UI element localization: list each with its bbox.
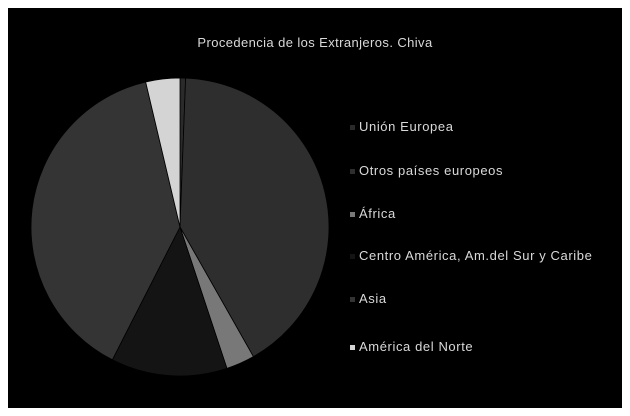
legend-label: Unión Europea (359, 119, 454, 134)
chart-area: Procedencia de los Extranjeros. Chiva Un… (8, 8, 622, 408)
legend-swatch (350, 345, 355, 350)
legend-label: Centro América, Am.del Sur y Caribe (359, 248, 593, 263)
legend-swatch (350, 297, 355, 302)
legend-item-africa: África (350, 206, 620, 221)
legend-label: América del Norte (359, 339, 474, 354)
legend-label: África (359, 206, 396, 221)
pie-slice-asia (30, 81, 181, 361)
legend-swatch (350, 254, 355, 259)
legend-label: Asia (359, 291, 387, 306)
pie-slices (30, 77, 330, 377)
pie-slice-otros-paises-europeos (179, 77, 330, 358)
pie-chart (30, 77, 330, 377)
legend-item-centro-america: Centro América, Am.del Sur y Caribe (350, 248, 620, 263)
pie-slice-america-del-norte (145, 77, 181, 228)
legend-label: Otros países europeos (359, 163, 504, 178)
chart-title: Procedencia de los Extranjeros. Chiva (197, 35, 433, 50)
legend-swatch (350, 212, 355, 217)
legend-item-asia: Asia (350, 291, 620, 306)
pie-slice-centro-america (111, 225, 228, 377)
legend-item-otros-paises-europeos: Otros países europeos (350, 163, 620, 178)
legend-item-america-del-norte: América del Norte (350, 339, 620, 354)
legend-item-union-europea: Unión Europea (350, 119, 620, 134)
legend-swatch (350, 169, 355, 174)
legend-swatch (350, 125, 355, 130)
